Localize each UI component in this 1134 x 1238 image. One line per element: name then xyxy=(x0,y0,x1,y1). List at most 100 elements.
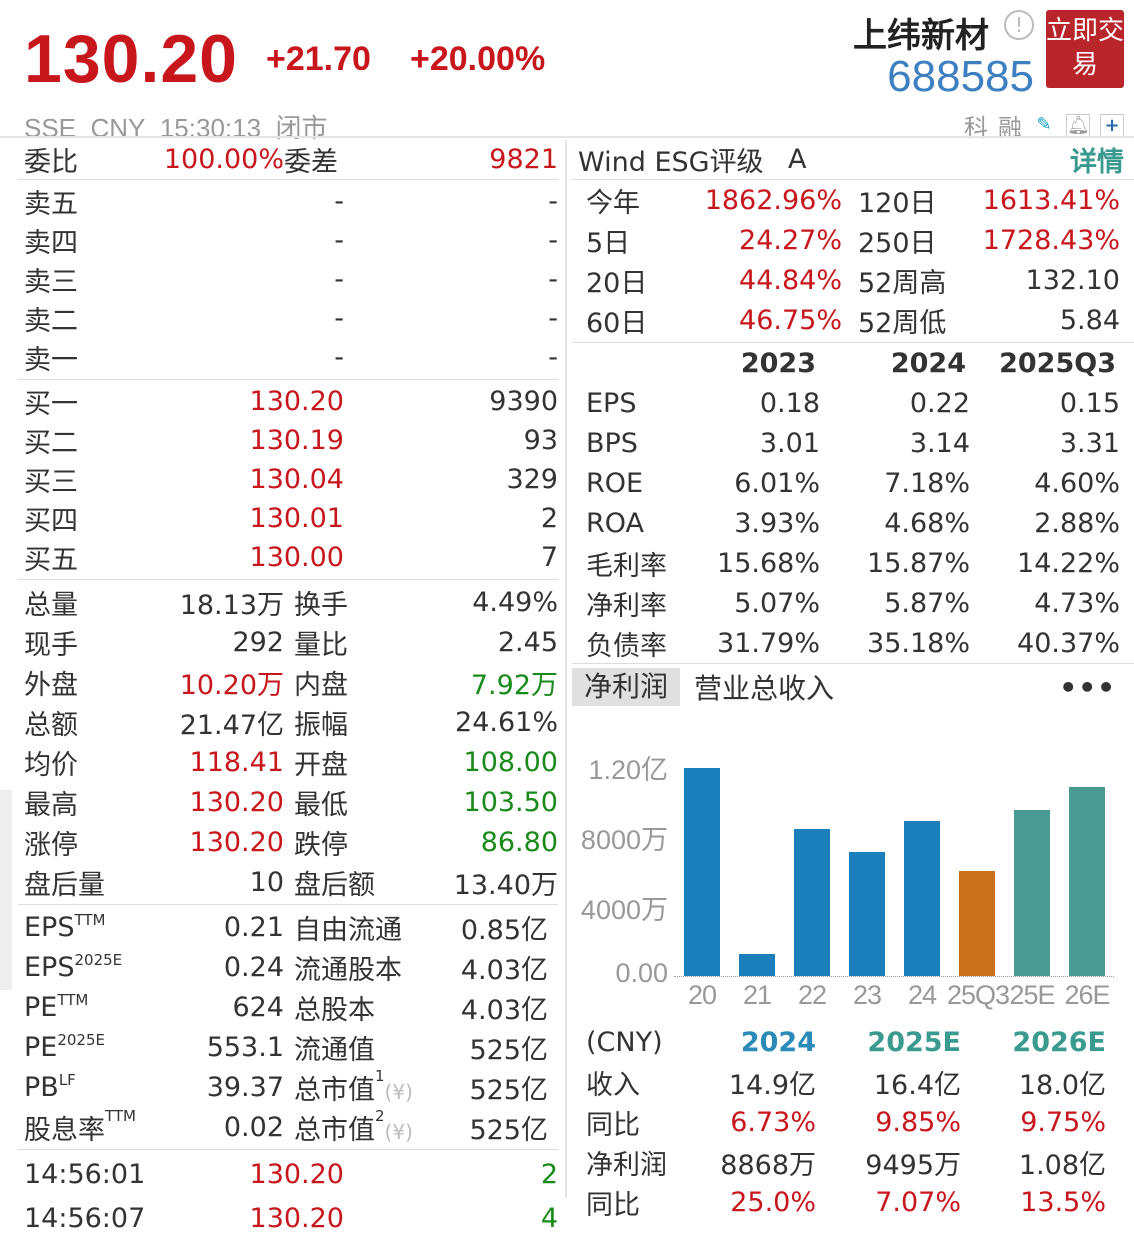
price-change-pct: +20.00% xyxy=(410,40,546,78)
level-label: 买四 xyxy=(24,506,78,537)
bar-25E[interactable] xyxy=(1014,809,1050,976)
bar-20[interactable] xyxy=(684,767,720,976)
stat-value: 10.20万 xyxy=(179,669,284,701)
period-return: 46.75% xyxy=(739,304,842,336)
valuation-row: PE2025E 553.1 流通值 525亿 xyxy=(18,1027,558,1067)
ask-row[interactable]: 卖三 - - xyxy=(18,260,558,299)
ask-row[interactable]: 卖一 - - xyxy=(18,338,558,377)
fin-value: 3.01 xyxy=(759,427,820,459)
valuation-label: 总市值1(¥) xyxy=(294,1068,444,1107)
trade-now-button[interactable]: 立即交易 xyxy=(1046,10,1124,88)
side-collapse-handle[interactable] xyxy=(0,790,12,990)
stat-label: 开盘 xyxy=(294,749,348,781)
fin-value: 3.31 xyxy=(1059,427,1120,459)
metric-basis: 2025E xyxy=(57,1030,105,1049)
stat-label: 外盘 xyxy=(24,669,78,701)
forecast-value: 9.75% xyxy=(1020,1106,1106,1138)
info-icon[interactable]: ! xyxy=(1004,10,1034,40)
fin-value: 4.73% xyxy=(1034,587,1120,619)
period-label: 250日 xyxy=(858,227,937,259)
tab-revenue[interactable]: 营业总收入 xyxy=(694,672,835,705)
ask-price: - xyxy=(334,186,344,217)
bid-row[interactable]: 买三 130.04 329 xyxy=(18,460,558,499)
stat-row: 盘后量 10 盘后额 13.40万 xyxy=(18,862,558,902)
bar-22[interactable] xyxy=(794,829,830,976)
forecast-year: 2025E xyxy=(867,1026,961,1058)
stat-value: 130.20 xyxy=(189,826,284,858)
forecast-value: 7.07% xyxy=(875,1186,961,1218)
fin-value: 2.88% xyxy=(1034,507,1120,539)
fin-label: 净利率 xyxy=(586,590,667,622)
fin-row: ROA 3.93% 4.68% 2.88% xyxy=(572,503,1134,543)
forecast-label: 同比 xyxy=(586,1109,640,1141)
wei-bi-row: 委比 100.00% 委差 9821 xyxy=(18,140,558,180)
return-row: 今年 1862.96% 120日 1613.41% xyxy=(572,180,1134,220)
fin-value: 15.68% xyxy=(717,547,820,579)
period-value: 5.84 xyxy=(1059,304,1120,336)
fin-value: 0.22 xyxy=(909,387,970,419)
bid-volume: 7 xyxy=(540,542,558,573)
label: 委差 xyxy=(284,147,338,178)
bid-row[interactable]: 买五 130.00 7 xyxy=(18,538,558,577)
ask-row[interactable]: 卖五 - - xyxy=(18,182,558,221)
period-return: 44.84% xyxy=(739,264,842,296)
metric: 流通股本 xyxy=(294,954,402,986)
forecast-value: 9.85% xyxy=(875,1106,961,1138)
fin-year: 2023 xyxy=(740,347,816,379)
period-return: 1862.96% xyxy=(704,184,842,216)
bar-25Q3[interactable] xyxy=(959,871,995,976)
period-return: 24.27% xyxy=(739,224,842,256)
fin-row: EPS 0.18 0.22 0.15 xyxy=(572,383,1134,423)
fin-value: 5.07% xyxy=(734,587,820,619)
stat-value: 130.20 xyxy=(189,786,284,818)
bar-23[interactable] xyxy=(849,851,885,976)
valuation-label: EPS2025E xyxy=(24,952,194,983)
ask-row[interactable]: 卖四 - - xyxy=(18,221,558,260)
stat-value: 13.40万 xyxy=(453,869,558,901)
stat-label: 现手 xyxy=(24,629,78,661)
stat-value: 10 xyxy=(249,866,284,898)
tick-volume: 4 xyxy=(540,1202,558,1234)
valuation-row: 股息率TTM 0.02 总市值2(¥) 525亿 xyxy=(18,1107,558,1147)
fin-value: 0.18 xyxy=(759,387,820,419)
valuation-label: 总股本 xyxy=(294,988,444,1027)
bid-price: 130.00 xyxy=(249,542,344,573)
metric-footnote: 2 xyxy=(375,1106,385,1125)
bid-row[interactable]: 买二 130.19 93 xyxy=(18,421,558,460)
tab-net-profit[interactable]: 净利润 xyxy=(572,668,681,706)
edit-icon[interactable]: ✎ xyxy=(1036,113,1052,135)
metric-basis: TTM xyxy=(57,990,89,1009)
level-label: 买二 xyxy=(24,428,78,459)
valuation-value: 4.03亿 xyxy=(460,994,548,1026)
fin-value: 3.93% xyxy=(734,507,820,539)
bid-row[interactable]: 买四 130.01 2 xyxy=(18,499,558,538)
x-tick-label: 25Q3 xyxy=(947,980,1010,1010)
fin-year: 2024 xyxy=(890,347,966,379)
stat-value: 24.61% xyxy=(455,706,558,738)
fin-row: 毛利率 15.68% 15.87% 14.22% xyxy=(572,543,1134,583)
forecast-label: 收入 xyxy=(586,1069,640,1101)
ask-price: - xyxy=(334,342,344,373)
bar-21[interactable] xyxy=(739,953,775,976)
bell-icon[interactable]: 🔔︎ xyxy=(1066,113,1090,138)
stat-label: 涨停 xyxy=(24,829,78,861)
ask-row[interactable]: 卖二 - - xyxy=(18,299,558,338)
stat-row: 总额 21.47亿 振幅 24.61% xyxy=(18,702,558,742)
valuation-label: 流通值 xyxy=(294,1028,444,1067)
bar-24[interactable] xyxy=(904,820,940,976)
more-icon[interactable]: ••• xyxy=(1059,670,1116,704)
level-label: 卖一 xyxy=(24,345,78,376)
ask-price: - xyxy=(334,303,344,334)
esg-label: Wind ESG评级 xyxy=(578,147,764,178)
level-label: 买三 xyxy=(24,467,78,498)
forecast-label: 净利润 xyxy=(586,1149,667,1181)
add-icon[interactable]: + xyxy=(1100,113,1124,138)
fin-value: 0.15 xyxy=(1059,387,1120,419)
y-tick-label: 1.20亿 xyxy=(588,755,668,785)
fin-value: 40.37% xyxy=(1017,627,1120,659)
wei-cha-value: 9821 xyxy=(489,144,558,175)
esg-detail-link[interactable]: 详情 xyxy=(1070,147,1124,178)
level-label: 卖四 xyxy=(24,228,78,259)
bid-row[interactable]: 买一 130.20 9390 xyxy=(18,382,558,421)
bar-26E[interactable] xyxy=(1069,787,1105,976)
